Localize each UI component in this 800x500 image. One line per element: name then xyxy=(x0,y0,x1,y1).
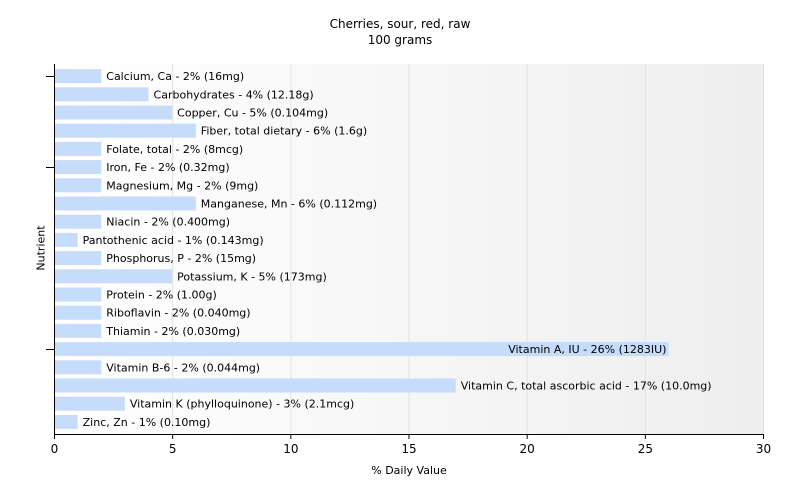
bar xyxy=(55,305,102,320)
bar-value-label: Pantothenic acid - 1% (0.143mg) xyxy=(83,234,264,247)
bar xyxy=(55,105,173,120)
bar xyxy=(55,232,78,247)
x-tick-label: 5 xyxy=(169,442,177,456)
bar-value-label: Potassium, K - 5% (173mg) xyxy=(177,270,327,283)
bar-value-label: Vitamin C, total ascorbic acid - 17% (10… xyxy=(461,380,712,393)
bar-value-label: Carbohydrates - 4% (12.18g) xyxy=(154,88,314,101)
bar-value-label: Vitamin B-6 - 2% (0.044mg) xyxy=(106,361,260,374)
bar-value-label: Vitamin K (phylloquinone) - 3% (2.1mcg) xyxy=(130,398,354,411)
bar xyxy=(55,396,125,411)
x-tick-label: 0 xyxy=(51,442,59,456)
bar xyxy=(55,141,102,156)
bar xyxy=(55,196,196,211)
x-tick-label: 30 xyxy=(756,442,771,456)
bar-value-label: Zinc, Zn - 1% (0.10mg) xyxy=(83,416,211,429)
bar xyxy=(55,269,173,284)
bar xyxy=(55,178,102,193)
bar xyxy=(55,414,78,429)
x-axis-label: % Daily Value xyxy=(371,464,447,477)
bar-value-label: Manganese, Mn - 6% (0.112mg) xyxy=(201,198,377,211)
x-tick-label: 20 xyxy=(520,442,535,456)
bar xyxy=(55,342,669,357)
bar-value-label: Folate, total - 2% (8mcg) xyxy=(106,143,243,156)
bar-value-label: Riboflavin - 2% (0.040mg) xyxy=(106,307,250,320)
bar-value-label: Fiber, total dietary - 6% (1.6g) xyxy=(201,125,367,138)
x-tick-label: 25 xyxy=(638,442,653,456)
bar-value-label: Calcium, Ca - 2% (16mg) xyxy=(106,70,244,83)
bar xyxy=(55,87,149,102)
bar-value-label: Vitamin A, IU - 26% (1283IU) xyxy=(508,343,666,356)
chart-title: Cherries, sour, red, raw xyxy=(329,17,471,31)
bar xyxy=(55,214,102,229)
bar-value-label: Copper, Cu - 5% (0.104mg) xyxy=(177,107,328,120)
x-tick-label: 10 xyxy=(283,442,298,456)
bar xyxy=(55,360,102,375)
bar-value-label: Phosphorus, P - 2% (15mg) xyxy=(106,252,256,265)
bar xyxy=(55,160,102,175)
bar xyxy=(55,378,456,393)
bar-value-label: Thiamin - 2% (0.030mg) xyxy=(105,325,240,338)
bar xyxy=(55,123,196,138)
bar xyxy=(55,287,102,302)
chart-subtitle: 100 grams xyxy=(367,33,433,47)
bar xyxy=(55,251,102,266)
bar xyxy=(55,69,102,84)
bar-value-label: Iron, Fe - 2% (0.32mg) xyxy=(106,161,229,174)
bar xyxy=(55,323,102,338)
bar-value-label: Magnesium, Mg - 2% (9mg) xyxy=(106,179,258,192)
bar-value-label: Niacin - 2% (0.400mg) xyxy=(106,216,230,229)
y-axis-label: Nutrient xyxy=(34,225,48,271)
x-tick-label: 15 xyxy=(401,442,416,456)
bar-value-label: Protein - 2% (1.00g) xyxy=(106,289,217,302)
